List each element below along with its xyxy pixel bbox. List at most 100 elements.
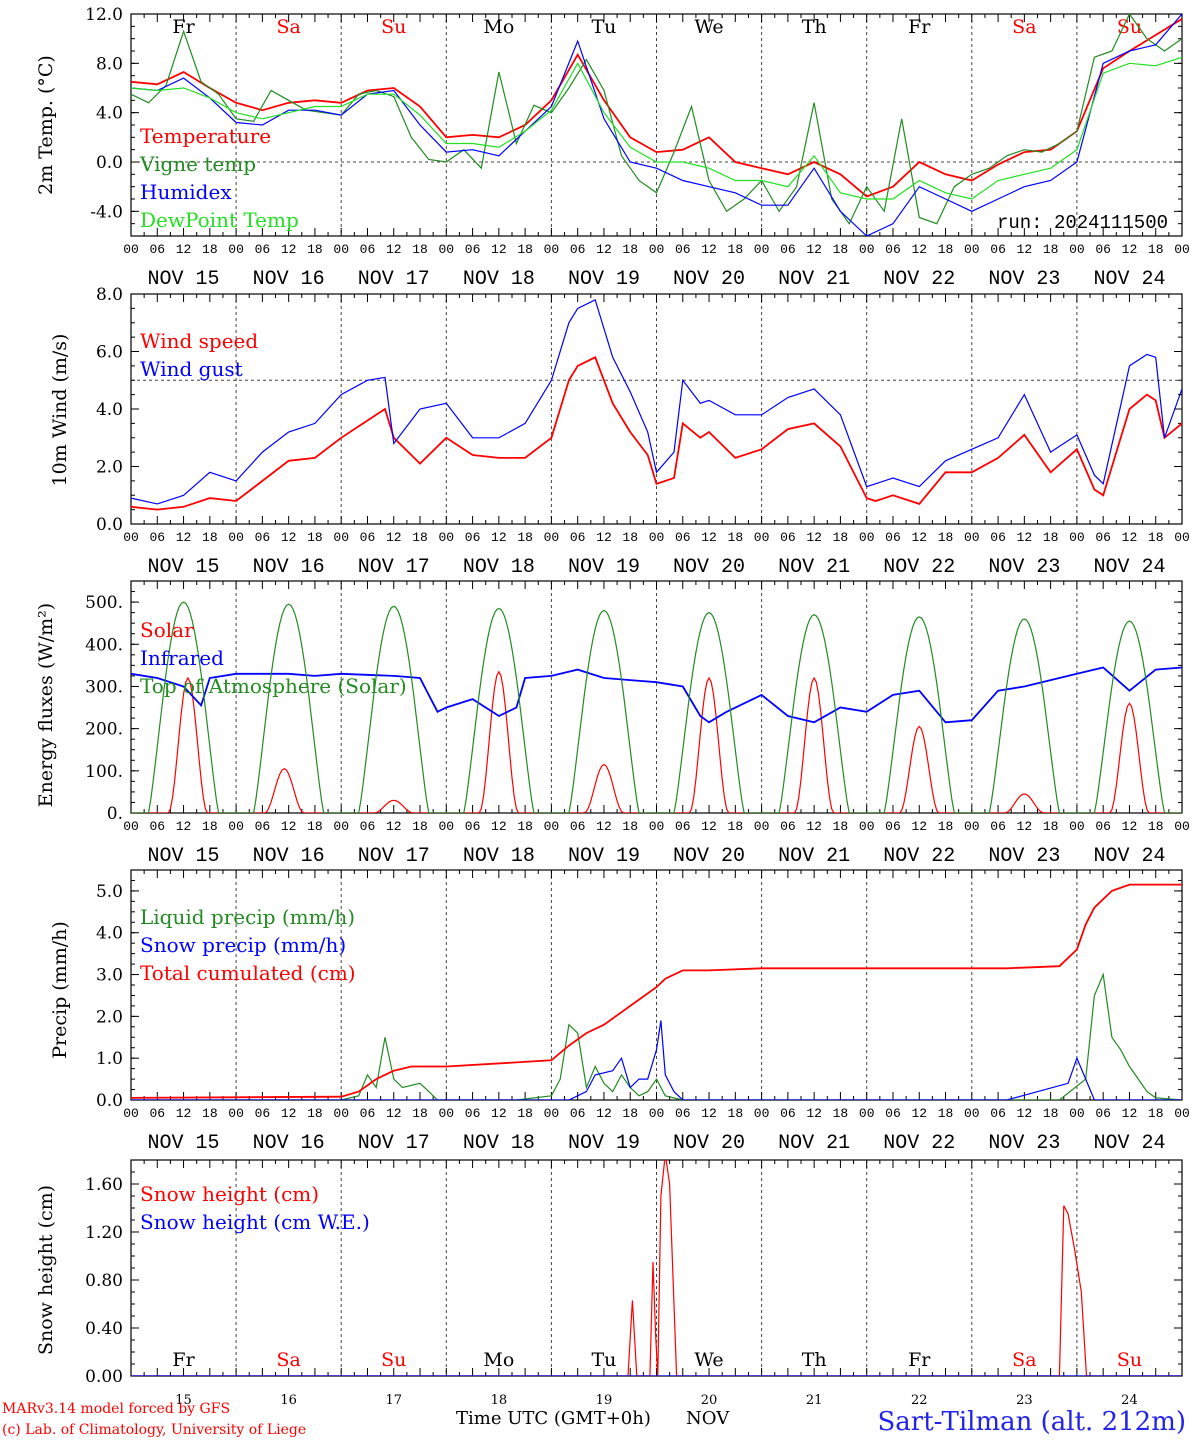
x-date-label: NOV 22 — [883, 268, 955, 291]
x-hour-label: 00 — [859, 819, 875, 834]
day-name-label: Sa — [276, 1349, 300, 1371]
day-name-label: Fr — [908, 16, 931, 38]
x-hour-label: 18 — [202, 242, 218, 257]
x-hour-label: 06 — [360, 530, 376, 545]
x-date-label: NOV 20 — [673, 556, 745, 579]
series-line — [131, 18, 1182, 198]
x-hour-label: 12 — [1122, 530, 1138, 545]
x-hour-label: 18 — [622, 1106, 638, 1121]
x-hour-label: 06 — [675, 1106, 691, 1121]
x-hour-label: 00 — [1069, 819, 1085, 834]
y-tick-label: 3.0 — [96, 966, 123, 986]
day-name-label: Mo — [483, 1349, 514, 1371]
x-hour-label: 18 — [622, 242, 638, 257]
x-hour-label: 00 — [228, 242, 244, 257]
x-hour-label: 00 — [754, 1106, 770, 1121]
x-hour-label: 12 — [911, 242, 927, 257]
day-name-label: Sa — [1012, 16, 1036, 38]
x-hour-label: 12 — [806, 819, 822, 834]
x-date-label: NOV 23 — [988, 845, 1060, 868]
x-date-label: NOV 22 — [883, 845, 955, 868]
y-tick-label: 0. — [107, 804, 123, 824]
x-hour-label: 12 — [1017, 242, 1033, 257]
y-axis-label: 10m Wind (m/s) — [49, 334, 71, 487]
day-name-label: Sa — [1012, 1349, 1036, 1371]
x-date-label: NOV 24 — [1093, 1132, 1165, 1155]
day-name-label: Fr — [172, 16, 195, 38]
x-hour-label: 18 — [1043, 819, 1059, 834]
day-name-label: Su — [1117, 1349, 1142, 1371]
x-hour-label: 06 — [149, 242, 165, 257]
x-hour-label: 00 — [1174, 1106, 1190, 1121]
x-hour-label: 18 — [833, 242, 849, 257]
x-date-label: NOV 15 — [148, 845, 220, 868]
x-hour-label: 00 — [859, 530, 875, 545]
x-hour-label: 06 — [990, 1106, 1006, 1121]
x-hour-label: 00 — [964, 242, 980, 257]
x-hour-label: 00 — [649, 1106, 665, 1121]
x-date-label: NOV 24 — [1093, 556, 1165, 579]
x-hour-label: 18 — [202, 1106, 218, 1121]
x-date-label: NOV 19 — [568, 1132, 640, 1155]
y-tick-label: 5.0 — [96, 882, 123, 902]
x-hour-label: 00 — [123, 242, 139, 257]
x-hour-label: 12 — [596, 1106, 612, 1121]
x-hour-label: 12 — [386, 530, 402, 545]
x-hour-label: 00 — [1174, 819, 1190, 834]
x-date-label: NOV 24 — [1093, 845, 1165, 868]
x-hour-label: 00 — [1174, 242, 1190, 257]
series-line — [131, 670, 1182, 813]
x-hour-label: 00 — [964, 1106, 980, 1121]
x-day-number: 22 — [911, 1393, 928, 1408]
x-date-label: NOV 15 — [148, 268, 220, 291]
x-hour-label: 18 — [833, 819, 849, 834]
x-hour-label: 00 — [544, 242, 560, 257]
x-hour-label: 12 — [281, 819, 297, 834]
x-hour-label: 12 — [176, 530, 192, 545]
x-hour-label: 06 — [149, 530, 165, 545]
x-hour-label: 18 — [1148, 242, 1164, 257]
x-hour-label: 12 — [386, 242, 402, 257]
x-hour-label: 12 — [596, 242, 612, 257]
legend-entry: Wind gust — [140, 357, 243, 381]
legend-entry: Top of Atmosphere (Solar) — [140, 674, 407, 698]
y-tick-label: 500. — [85, 593, 123, 613]
x-hour-label: 00 — [859, 242, 875, 257]
x-date-label: NOV 20 — [673, 268, 745, 291]
x-hour-label: 12 — [806, 530, 822, 545]
x-hour-label: 12 — [1017, 1106, 1033, 1121]
x-day-number: 21 — [806, 1393, 823, 1408]
x-hour-label: 06 — [360, 819, 376, 834]
series-line — [131, 883, 1182, 1099]
x-date-label: NOV 21 — [778, 845, 850, 868]
x-hour-label: 18 — [622, 819, 638, 834]
x-hour-label: 06 — [360, 242, 376, 257]
y-tick-label: 4.0 — [96, 104, 123, 124]
x-day-number: 16 — [280, 1393, 297, 1408]
x-date-label: NOV 17 — [358, 845, 430, 868]
x-hour-label: 00 — [228, 819, 244, 834]
x-hour-label: 12 — [176, 819, 192, 834]
legend-entry: Humidex — [140, 180, 232, 204]
day-name-label: Th — [802, 1349, 827, 1371]
y-tick-label: 300. — [85, 677, 123, 697]
legend-entry: Snow height (cm) — [140, 1182, 319, 1206]
series-group — [131, 1160, 1182, 1376]
day-name-label: Su — [381, 16, 406, 38]
x-hour-label: 18 — [833, 1106, 849, 1121]
x-hour-label: 00 — [544, 530, 560, 545]
x-hour-label: 18 — [1148, 530, 1164, 545]
x-hour-label: 18 — [1148, 819, 1164, 834]
x-hour-label: 12 — [281, 242, 297, 257]
x-hour-label: 18 — [938, 819, 954, 834]
x-date-label: NOV 18 — [463, 845, 535, 868]
x-hour-label: 06 — [780, 1106, 796, 1121]
x-hour-label: 06 — [465, 1106, 481, 1121]
x-hour-label: 00 — [333, 1106, 349, 1121]
y-tick-label: 8.0 — [96, 285, 123, 305]
day-name-label: We — [694, 16, 723, 38]
y-tick-label: -4.0 — [90, 202, 123, 222]
y-tick-label: 6.0 — [96, 343, 123, 363]
x-hour-label: 18 — [938, 1106, 954, 1121]
